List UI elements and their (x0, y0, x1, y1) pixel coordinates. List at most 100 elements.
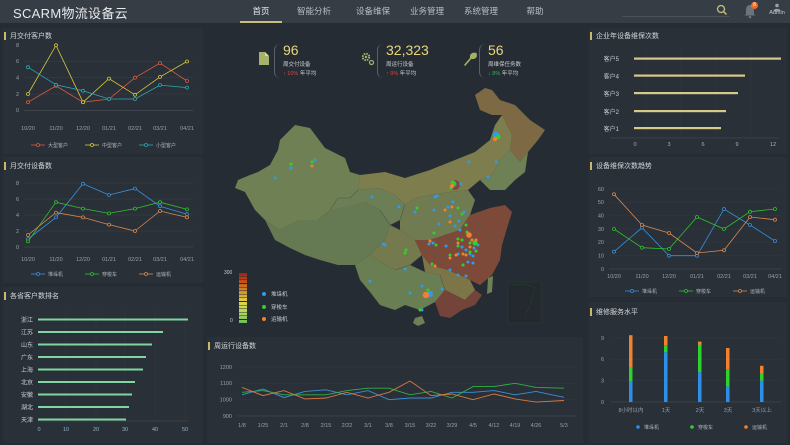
arrow-down-icon: ↓ (488, 71, 491, 77)
map-region-southwest (355, 255, 445, 310)
panel-title: 企业年设备维保次数 (590, 31, 659, 41)
svg-text:6: 6 (601, 357, 604, 363)
china-device-map[interactable] (230, 80, 570, 330)
chart-legend: 堆垛机 穿梭车 运输机 (625, 288, 765, 295)
legend-item-stacker[interactable]: 堆垛机 (262, 289, 288, 302)
nav-home[interactable]: 首页 (240, 0, 282, 23)
svg-text:客户5: 客户5 (604, 55, 620, 63)
svg-text:04/21: 04/21 (180, 126, 194, 132)
svg-text:12/20: 12/20 (662, 274, 676, 280)
chart-monthly-customers[interactable]: 0 2 4 6 8 10/20 11/20 12/20 01/21 02/21 03/21 04/2… (3, 28, 203, 154)
svg-text:40: 40 (152, 427, 158, 433)
svg-text:4: 4 (16, 76, 19, 82)
kpi-value: 96 (283, 42, 299, 58)
legend-item-conveyor[interactable]: 运输机 (262, 314, 288, 327)
nav-smart-analysis[interactable]: 智能分析 (296, 6, 331, 16)
svg-text:4/26: 4/26 (531, 423, 542, 429)
map-region-south-central (422, 255, 475, 300)
svg-text:客户2: 客户2 (604, 108, 620, 116)
panel-enterprise-maintenance: 企业年设备维保次数 客户5 客户4 客户3 客户2 客户1 0 3 6 9 12 (589, 28, 787, 154)
svg-text:03/21: 03/21 (153, 257, 167, 263)
svg-text:运输机: 运输机 (750, 288, 765, 295)
svg-text:3/15: 3/15 (405, 423, 416, 429)
map-region-west (235, 125, 360, 230)
svg-text:60: 60 (598, 187, 604, 193)
svg-text:上海: 上海 (21, 366, 33, 374)
legend-medium-customers: 中型客户 (102, 142, 122, 149)
chart-service-level[interactable]: 0 3 6 9 8小时以内 1天 2天 3天 3天以上 堆垛机 穿梭车 (589, 302, 787, 443)
nav-device-maintenance[interactable]: 设备维保 (355, 6, 390, 16)
svg-text:4/19: 4/19 (510, 423, 521, 429)
svg-text:5/3: 5/3 (560, 423, 568, 429)
svg-text:50: 50 (598, 200, 604, 206)
svg-text:11/20: 11/20 (49, 257, 62, 263)
map-region-heilongjiang (475, 88, 545, 162)
svg-text:10/20: 10/20 (21, 126, 35, 132)
svg-text:40: 40 (598, 214, 604, 220)
legend-item-shuttle[interactable]: 穿梭车 (262, 302, 288, 315)
visualmap-gradient[interactable] (239, 273, 247, 323)
svg-text:02/21: 02/21 (128, 257, 142, 263)
svg-text:01/21: 01/21 (102, 126, 116, 132)
chart-maintenance-trend[interactable]: 0 10 20 30 40 50 60 10/20 11/20 12/20 01/21 02/21 0… (589, 157, 787, 297)
chart-legend: 堆垛机 穿梭车 运输机 (636, 424, 767, 431)
chart-enterprise-maintenance[interactable]: 客户5 客户4 客户3 客户2 客户1 0 3 6 9 12 (589, 28, 787, 154)
chart-legend: 堆垛机 穿梭车 运输机 (31, 271, 171, 278)
nav-help[interactable]: 帮助 (526, 6, 544, 16)
svg-text:3/22: 3/22 (426, 423, 437, 429)
svg-text:0: 0 (37, 427, 40, 433)
kpi-label: 周交付设备 (283, 62, 311, 68)
svg-text:9: 9 (735, 142, 738, 148)
svg-text:2天: 2天 (696, 407, 705, 414)
svg-text:3: 3 (667, 142, 670, 148)
svg-text:04/21: 04/21 (180, 257, 194, 263)
svg-text:8: 8 (16, 43, 19, 49)
svg-text:4: 4 (16, 213, 19, 219)
user-name: Admin (769, 10, 785, 16)
chart-weekly-running[interactable]: 900 1000 1100 1200 1/8 1/25 2/1 2/8 2/15 2/22 3/1… (207, 337, 583, 443)
search-input[interactable] (622, 16, 730, 17)
map-region-northeast (480, 150, 528, 190)
map-legend: 堆垛机 穿梭车 运输机 (262, 289, 288, 327)
svg-text:穿梭车: 穿梭车 (102, 271, 117, 278)
svg-text:2/8: 2/8 (301, 423, 309, 429)
svg-text:0: 0 (16, 245, 19, 251)
kpi-weekly-running: 32,323 周运行设备 ↑ 9% 年平均 (361, 40, 471, 84)
panel-title: 设备维保次数趋势 (590, 161, 652, 171)
visualmap-min: 0 (230, 318, 233, 324)
search-icon[interactable] (716, 4, 728, 16)
chart-province-rank[interactable]: 浙江 江苏 山东 广东 上海 北京 安徽 湖北 天津 0 10 20 30 40 50 (3, 287, 203, 443)
panel-title: 月交付客户数 (4, 31, 52, 41)
svg-text:6: 6 (701, 142, 704, 148)
svg-text:3/29: 3/29 (447, 423, 458, 429)
nav-business-management[interactable]: 业务管理 (409, 6, 444, 16)
legend-large-customers: 大型客户 (48, 142, 68, 149)
svg-text:11/20: 11/20 (49, 126, 62, 132)
svg-text:03/21: 03/21 (743, 274, 757, 280)
svg-text:浙江: 浙江 (21, 316, 33, 324)
svg-text:4/5: 4/5 (469, 423, 477, 429)
svg-text:广东: 广东 (21, 354, 33, 362)
kpi-weekly-maintenance: 56 周维保任务数 ↓ 8% 年平均 (463, 40, 573, 84)
kpi-label: 周维保任务数 (488, 62, 522, 68)
app-title: SCARM物流设备云 (13, 6, 128, 21)
nav-system-management[interactable]: 系统管理 (463, 6, 498, 16)
panel-title: 周运行设备数 (208, 341, 256, 351)
map-visualmap[interactable]: 300 0 (224, 270, 260, 326)
svg-text:北京: 北京 (21, 379, 33, 387)
svg-text:30: 30 (598, 227, 604, 233)
svg-text:3/8: 3/8 (385, 423, 393, 429)
user-menu[interactable]: Admin (766, 3, 788, 16)
map-points-conveyor (310, 136, 498, 299)
arrow-up-icon: ↑ (283, 71, 286, 77)
svg-text:2: 2 (16, 229, 19, 235)
main-nav: 首页 智能分析 设备维保 业务管理 系统管理 帮助 (240, 0, 562, 23)
chart-monthly-devices[interactable]: 0 2 4 6 8 10/20 11/20 12/20 01/21 02/21 03/21 04/2… (3, 157, 203, 283)
map-region-sichuan (370, 210, 422, 270)
svg-text:12/20: 12/20 (76, 257, 90, 263)
svg-text:9: 9 (601, 336, 604, 342)
svg-text:11/20: 11/20 (635, 274, 648, 280)
map-region-qinghai (330, 188, 405, 225)
svg-text:运输机: 运输机 (752, 424, 767, 431)
svg-text:900: 900 (223, 414, 232, 420)
